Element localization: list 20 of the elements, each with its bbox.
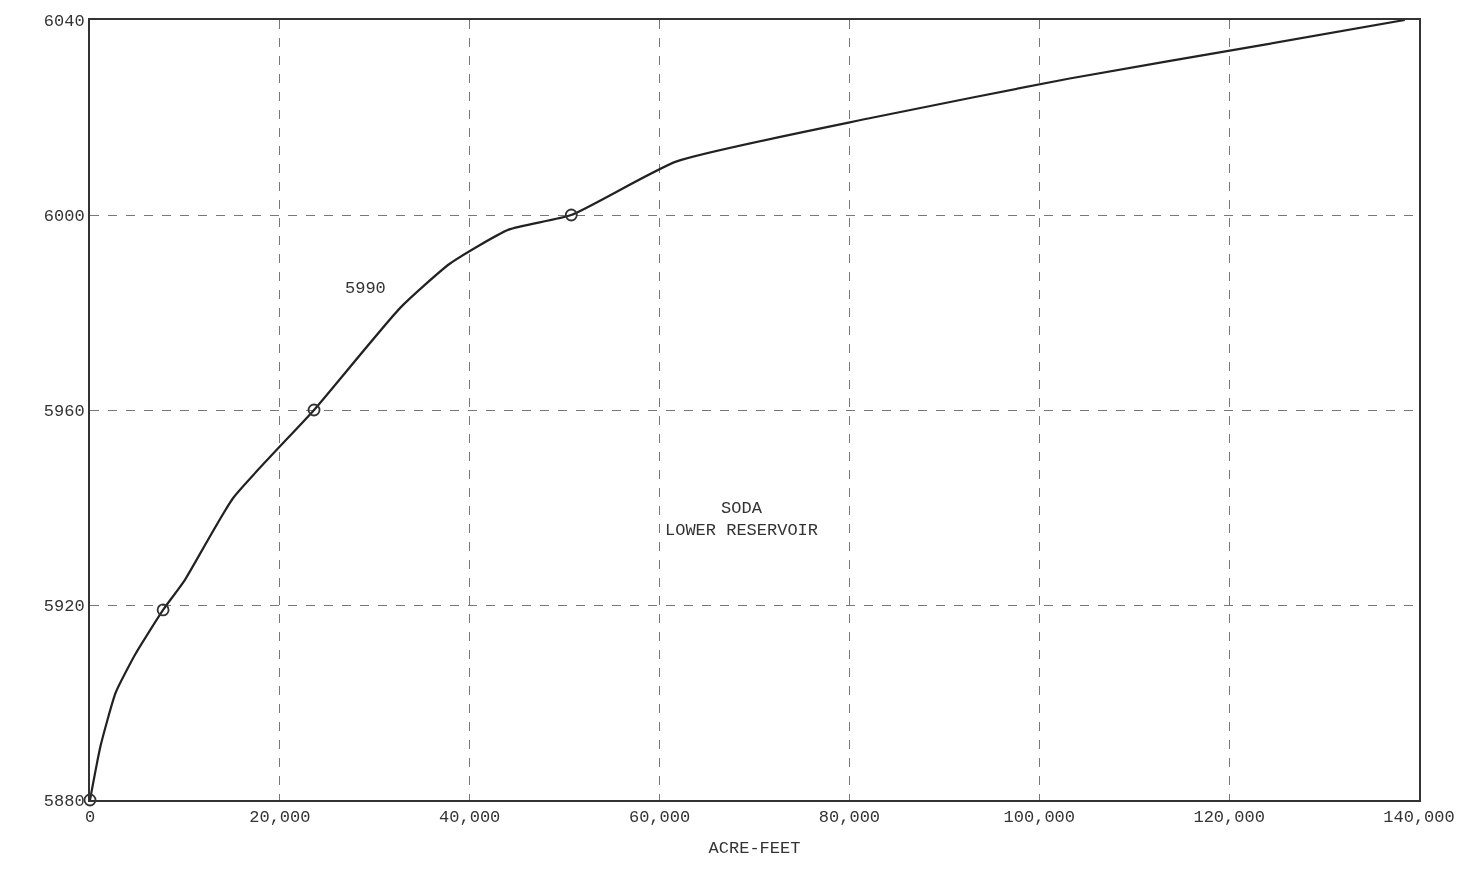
y-tick-label: 5960 xyxy=(43,401,85,421)
point xyxy=(564,208,578,222)
x-tick-label: 0 xyxy=(84,808,96,828)
y-tick-label: 6000 xyxy=(43,206,85,226)
y-tick-label: 5920 xyxy=(43,596,85,616)
point xyxy=(307,403,321,417)
x-tick-label: 20,000 xyxy=(249,808,311,828)
y-tick-label: 6040 xyxy=(43,11,85,31)
x-axis-title: ACRE-FEET xyxy=(708,839,801,859)
x-tick-label: 40,000 xyxy=(439,808,501,828)
annotation: SODA LOWER RESERVOIR xyxy=(665,499,819,541)
x-tick-label: 60,000 xyxy=(628,808,691,828)
x-tick-label: 80,000 xyxy=(818,808,881,828)
y-tick-label: 5880 xyxy=(43,791,85,811)
annotation: 5990 xyxy=(345,279,386,298)
x-tick-label: 100,000 xyxy=(1003,808,1075,828)
x-tick-label: 140,000 xyxy=(1383,808,1455,828)
point xyxy=(156,603,170,617)
point xyxy=(83,793,97,807)
x-tick-label: 120,000 xyxy=(1193,808,1265,828)
